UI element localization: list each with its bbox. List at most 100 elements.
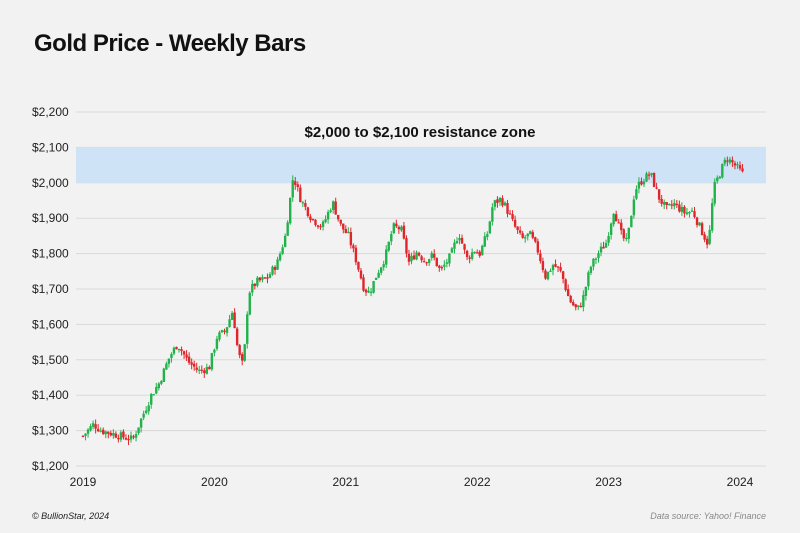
candle-body [637, 181, 641, 189]
candle-body [627, 227, 631, 239]
candle-body [430, 253, 433, 259]
candle-body [271, 266, 274, 275]
y-tick-label: $1,500 [32, 353, 69, 367]
candle-body [635, 189, 638, 199]
candle-body [395, 223, 398, 227]
candle-body [379, 267, 383, 273]
candle-body [407, 253, 411, 262]
candle-body [496, 199, 499, 203]
candle-body [703, 234, 706, 240]
candle-body [536, 241, 540, 253]
candle-body [693, 211, 696, 218]
candle-body [117, 437, 120, 440]
candle-body [134, 434, 138, 438]
candle-body [640, 181, 643, 185]
candle-body [187, 356, 191, 363]
candle-body [238, 345, 241, 356]
candle-body [326, 212, 330, 220]
candle-body [233, 312, 236, 329]
candle-body [185, 354, 188, 358]
candle-body [662, 201, 666, 205]
candle-body [225, 327, 229, 333]
candle-body [723, 159, 727, 164]
candle-body [359, 270, 363, 279]
candle-body [705, 238, 709, 245]
candle-body [680, 206, 684, 213]
candle-body [127, 439, 130, 441]
candle-body [564, 279, 567, 291]
candle-body [402, 225, 406, 239]
candle-body [716, 177, 719, 182]
candle-body [218, 332, 221, 340]
candle-body [349, 232, 353, 246]
candle-body [698, 222, 701, 226]
candle-body [486, 234, 489, 238]
candle-body [296, 184, 299, 188]
candle-body [304, 203, 307, 207]
candle-body [139, 418, 143, 428]
candle-body [599, 246, 603, 253]
candle-body [675, 203, 679, 205]
candle-body [420, 256, 423, 261]
candle-body [251, 283, 254, 293]
x-tick-label: 2023 [595, 475, 622, 489]
candle-body [531, 232, 534, 238]
candle-body [736, 164, 739, 166]
candle-body [354, 247, 358, 263]
y-tick-label: $1,900 [32, 211, 69, 225]
candle-body [392, 223, 396, 234]
candle-body [448, 253, 451, 264]
candle-body [122, 431, 125, 438]
candle-body [372, 280, 375, 293]
candle-body [549, 270, 552, 272]
candle-body [104, 431, 107, 435]
candle-body [465, 250, 469, 258]
candle-body [205, 367, 209, 374]
candle-body [524, 237, 527, 239]
candle-body [569, 296, 572, 303]
candle-body [210, 353, 214, 370]
candle-body [604, 242, 608, 248]
candle-body [728, 159, 732, 163]
candle-body [685, 212, 689, 215]
candle-body [167, 358, 171, 364]
candle-body [142, 413, 145, 418]
x-tick-label: 2019 [70, 475, 97, 489]
candle-body [412, 255, 416, 260]
candle-body [516, 226, 519, 231]
candle-body [109, 432, 112, 436]
candle-body [612, 213, 615, 225]
candle-body [309, 216, 312, 220]
candle-body [319, 226, 322, 228]
resistance-zone: $2,000 to $2,100 resistance zone [76, 124, 766, 183]
candle-body [713, 181, 716, 204]
x-tick-label: 2022 [464, 475, 491, 489]
candle-body [415, 252, 418, 260]
candle-body [235, 328, 239, 346]
candle-body [385, 249, 388, 265]
candle-body [294, 181, 297, 185]
candle-body [256, 277, 259, 286]
candle-body [362, 277, 365, 291]
resistance-zone-label: $2,000 to $2,100 resistance zone [305, 124, 536, 141]
candle-body [455, 241, 459, 244]
candle-body [331, 201, 335, 210]
candle-body [733, 163, 737, 166]
y-tick-label: $1,300 [32, 424, 69, 438]
candle-body [177, 348, 181, 351]
y-tick-label: $1,200 [32, 459, 69, 473]
y-tick-label: $2,100 [32, 140, 69, 154]
candle-body [579, 305, 583, 308]
candle-body [513, 219, 517, 227]
candle-body [422, 261, 426, 263]
candle-body [99, 430, 102, 432]
candle-body [96, 428, 100, 432]
candle-body [81, 435, 85, 437]
candle-body [425, 262, 428, 264]
candle-body [94, 424, 97, 429]
candle-body [491, 207, 494, 222]
candle-body [453, 242, 456, 249]
candle-body [369, 291, 373, 293]
candle-body [503, 202, 507, 206]
candle-body [481, 245, 484, 256]
